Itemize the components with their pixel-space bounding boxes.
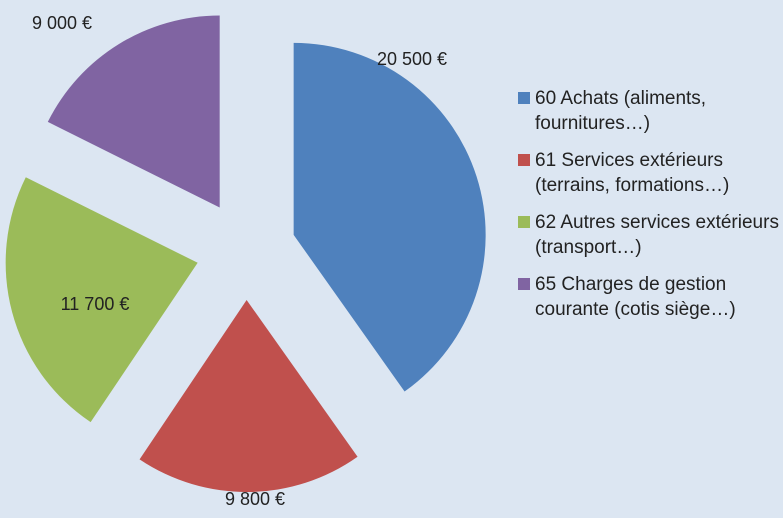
legend: 60 Achats (aliments, fournitures…) 61 Ser… — [518, 86, 780, 334]
pie-slice — [293, 42, 486, 392]
legend-item: 60 Achats (aliments, fournitures…) — [518, 86, 780, 136]
pie-slice — [139, 299, 358, 492]
data-label: 9 800 € — [225, 489, 285, 509]
data-label: 9 000 € — [32, 13, 92, 33]
legend-label: 65 Charges de gestion courante (cotis si… — [535, 274, 736, 320]
legend-swatch — [518, 92, 530, 104]
legend-swatch — [518, 154, 530, 166]
pie-slice — [5, 177, 198, 423]
legend-label: 61 Services extérieurs (terrains, format… — [535, 150, 730, 196]
legend-label: 60 Achats (aliments, fournitures…) — [535, 88, 707, 134]
pie-slice — [47, 15, 220, 208]
legend-item: 65 Charges de gestion courante (cotis si… — [518, 272, 780, 322]
data-label: 20 500 € — [377, 49, 447, 69]
legend-label: 62 Autres services extérieurs (transport… — [535, 212, 779, 258]
legend-swatch — [518, 216, 530, 228]
legend-swatch — [518, 278, 530, 290]
legend-item: 62 Autres services extérieurs (transport… — [518, 210, 780, 260]
legend-item: 61 Services extérieurs (terrains, format… — [518, 148, 780, 198]
data-label: 11 700 € — [61, 294, 130, 314]
